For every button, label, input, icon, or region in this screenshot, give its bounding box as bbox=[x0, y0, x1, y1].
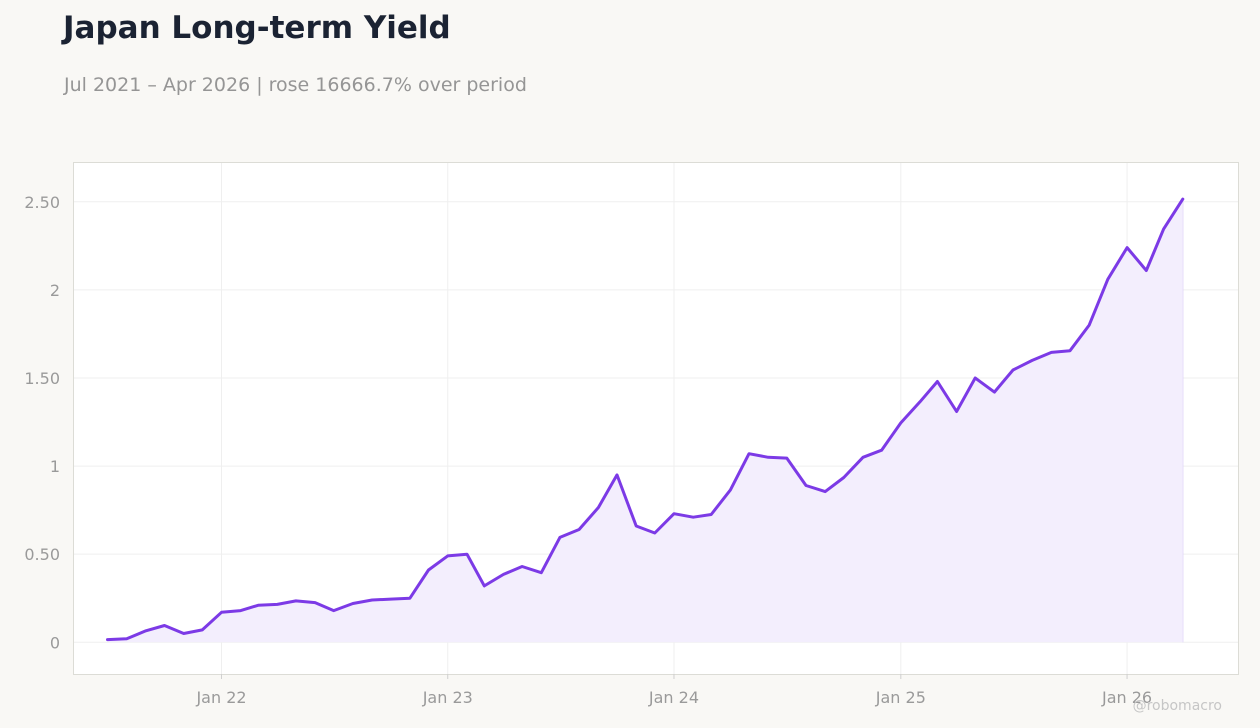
y-tick-label: 0 bbox=[50, 633, 60, 652]
y-axis-tick-labels: 0 0.50 1 1.50 2 2.50 bbox=[24, 193, 60, 653]
x-tick-label: Jan 22 bbox=[195, 688, 246, 707]
y-tick-label: 2 bbox=[50, 281, 60, 300]
series-area-fill bbox=[107, 199, 1183, 643]
x-tick-label: Jan 24 bbox=[648, 688, 699, 707]
chart-title: Japan Long-term Yield bbox=[63, 10, 451, 46]
watermark: @robomacro bbox=[1132, 698, 1222, 714]
x-tick-label: Jan 26 bbox=[1101, 688, 1152, 707]
y-tick-label: 1 bbox=[50, 457, 60, 476]
x-tick-label: Jan 25 bbox=[875, 688, 926, 707]
y-tick-label: 1.50 bbox=[24, 369, 60, 388]
x-axis-tick-labels: Jan 22 Jan 23 Jan 24 Jan 25 Jan 26 bbox=[195, 688, 1152, 707]
y-tick-label: 2.50 bbox=[24, 193, 60, 212]
series-line bbox=[106, 197, 1185, 642]
x-tick-label: Jan 23 bbox=[422, 688, 473, 707]
chart-subtitle: Jul 2021 – Apr 2026 | rose 16666.7% over… bbox=[64, 74, 527, 96]
y-tick-label: 0.50 bbox=[24, 545, 60, 564]
